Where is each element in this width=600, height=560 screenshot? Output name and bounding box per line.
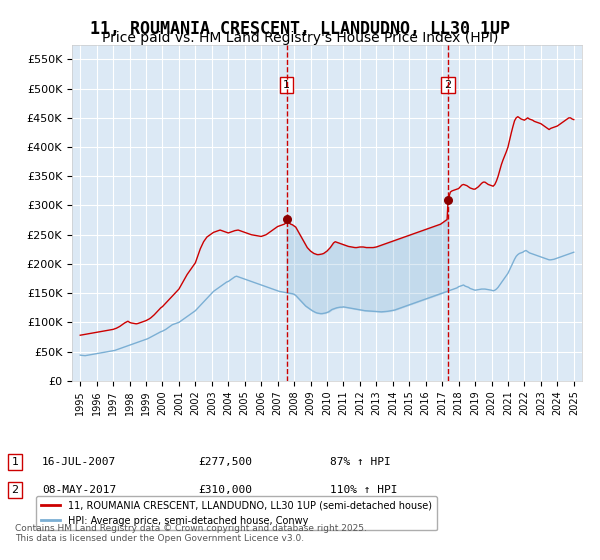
Text: 87% ↑ HPI: 87% ↑ HPI	[330, 457, 391, 467]
Text: 1: 1	[11, 457, 19, 467]
Text: Contains HM Land Registry data © Crown copyright and database right 2025.
This d: Contains HM Land Registry data © Crown c…	[15, 524, 367, 543]
Text: £277,500: £277,500	[198, 457, 252, 467]
Text: 08-MAY-2017: 08-MAY-2017	[42, 485, 116, 495]
Text: 1: 1	[283, 80, 290, 90]
Text: Price paid vs. HM Land Registry's House Price Index (HPI): Price paid vs. HM Land Registry's House …	[102, 31, 498, 45]
Text: £310,000: £310,000	[198, 485, 252, 495]
Text: 2: 2	[445, 80, 452, 90]
Text: 11, ROUMANIA CRESCENT, LLANDUDNO, LL30 1UP: 11, ROUMANIA CRESCENT, LLANDUDNO, LL30 1…	[90, 20, 510, 38]
Text: 16-JUL-2007: 16-JUL-2007	[42, 457, 116, 467]
Point	[282, 214, 292, 223]
Point	[443, 195, 453, 204]
Legend: 11, ROUMANIA CRESCENT, LLANDUDNO, LL30 1UP (semi-detached house), HPI: Average p: 11, ROUMANIA CRESCENT, LLANDUDNO, LL30 1…	[36, 496, 437, 530]
Text: 110% ↑ HPI: 110% ↑ HPI	[330, 485, 398, 495]
Text: 2: 2	[11, 485, 19, 495]
